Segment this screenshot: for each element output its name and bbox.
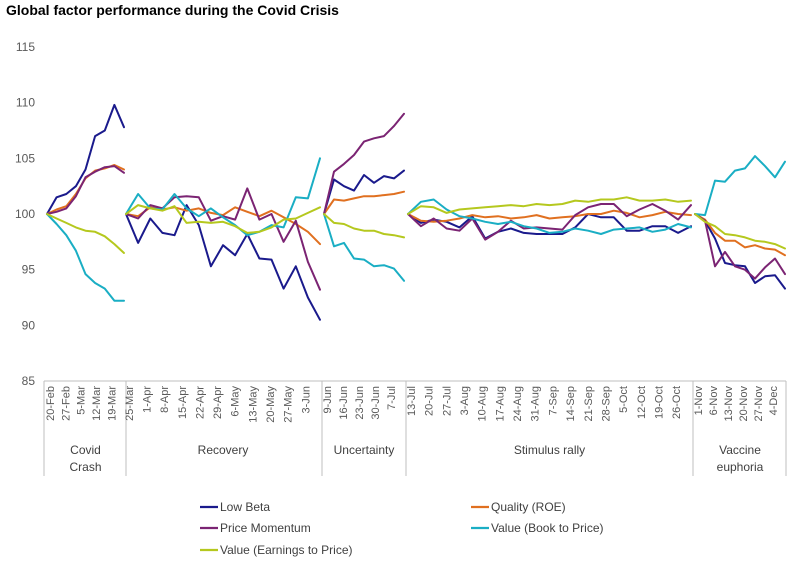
x-tick-label: 5-Mar (76, 386, 88, 415)
x-tick-label: 27-Feb (60, 386, 72, 421)
series-line-quality-roe-period-3 (323, 190, 405, 215)
x-tick-label: 31-Aug (530, 386, 542, 421)
x-tick-label: 20-Nov (738, 386, 750, 422)
series-line-value-ep-period-1 (46, 213, 125, 254)
x-tick-label: 1-Apr (142, 386, 154, 413)
series-line-value-ep-period-5 (694, 213, 786, 250)
x-tick-label: 27-Nov (753, 386, 765, 422)
x-tick-label: 12-Oct (636, 386, 648, 419)
series-line-value-bp-period-5 (694, 155, 786, 217)
y-tick-label: 105 (15, 151, 35, 165)
series-line-price-momentum-period-3 (323, 112, 405, 215)
series-line-value-bp-period-1 (46, 213, 125, 302)
series-line-value-bp-period-4 (407, 198, 692, 235)
x-tick-label: 3-Jun (300, 386, 312, 414)
x-tick-label: 14-Sep (565, 386, 577, 421)
x-tick-label: 6-Nov (708, 386, 720, 416)
x-tick-label: 20-Feb (45, 386, 57, 421)
period-label: Recovery (198, 443, 249, 457)
series-line-quality-roe-period-4 (407, 209, 692, 223)
series-line-low-beta-period-5 (694, 213, 786, 290)
x-tick-label: 7-Jul (386, 386, 398, 410)
period-label: euphoria (717, 460, 764, 474)
y-tick-label: 110 (16, 96, 35, 110)
y-tick-label: 90 (22, 318, 36, 332)
legend-label-value-bp: Value (Book to Price) (491, 521, 604, 535)
series-line-price-momentum-period-1 (46, 165, 125, 215)
period-label: Uncertainty (334, 443, 395, 457)
x-tick-label: 4-Dec (768, 386, 780, 416)
x-tick-label: 21-Sep (583, 386, 595, 421)
x-tick-label: 10-Aug (477, 386, 489, 421)
series-line-price-momentum-period-5 (694, 213, 786, 280)
x-tick-label: 29-Apr (212, 386, 224, 419)
x-tick-label: 20-Jul (424, 386, 436, 416)
legend-label-low-beta: Low Beta (220, 500, 270, 514)
period-label: Vaccine (719, 443, 761, 457)
x-tick-label: 19-Oct (654, 386, 666, 419)
series-line-value-bp-period-3 (323, 213, 405, 282)
series-line-quality-roe-period-1 (46, 164, 125, 215)
x-tick-label: 20-May (265, 386, 277, 423)
y-tick-label: 100 (15, 207, 35, 221)
series-line-low-beta-period-2 (125, 204, 321, 321)
x-tick-label: 6-May (230, 386, 242, 417)
legend-label-quality-roe: Quality (ROE) (491, 500, 566, 514)
y-axis-ticks: 85 90 95 100 105 110 115 (15, 40, 35, 388)
x-axis-ticks: 20-Feb 27-Feb 5-Mar 12-Mar 19-Mar 25-Mar 1-Apr… (45, 386, 780, 423)
legend: Low Beta Quality (ROE) Price Momentum Value… (200, 500, 604, 557)
x-tick-label: 1-Nov (693, 386, 705, 416)
series-lines (46, 103, 786, 321)
x-tick-label: 26-Oct (671, 386, 683, 419)
y-tick-label: 115 (16, 40, 35, 54)
period-labels: Covid Crash Recovery Uncertainty Stimulus ra… (69, 443, 763, 474)
x-tick-label: 27-Jul (441, 386, 453, 416)
x-tick-label: 9-Jun (322, 386, 334, 414)
series-line-value-ep-period-3 (323, 213, 405, 239)
y-tick-label: 95 (22, 263, 36, 277)
x-tick-label: 25-Mar (124, 386, 136, 421)
x-tick-label: 17-Aug (494, 386, 506, 421)
x-tick-label: 28-Sep (600, 386, 612, 421)
x-tick-label: 8-Apr (159, 386, 171, 413)
x-tick-label: 3-Aug (459, 386, 471, 415)
x-tick-label: 23-Jun (354, 386, 366, 420)
series-line-low-beta-period-3 (323, 169, 405, 215)
x-tick-label: 19-Mar (107, 386, 119, 421)
series-line-quality-roe-period-5 (694, 213, 786, 257)
series-line-low-beta-period-1 (46, 103, 125, 215)
x-tick-label: 24-Aug (512, 386, 524, 421)
x-tick-label: 7-Sep (547, 386, 559, 415)
period-label: Stimulus rally (514, 443, 585, 457)
x-tick-label: 12-Mar (91, 386, 103, 421)
x-tick-label: 5-Oct (618, 386, 630, 413)
x-tick-label: 30-Jun (370, 386, 382, 420)
chart-title: Global factor performance during the Cov… (6, 2, 339, 18)
series-line-price-momentum-period-4 (407, 203, 692, 241)
x-tick-label: 16-Jun (338, 386, 350, 420)
y-tick-label: 85 (22, 374, 36, 388)
legend-label-value-ep: Value (Earnings to Price) (220, 543, 353, 557)
x-tick-label: 15-Apr (177, 386, 189, 419)
x-tick-label: 13-May (247, 386, 259, 423)
x-tick-label: 13-Nov (723, 386, 735, 422)
x-tick-label: 13-Jul (406, 386, 418, 416)
series-line-value-ep-period-4 (407, 196, 692, 215)
period-label: Covid (70, 443, 101, 457)
series-line-value-ep-period-2 (125, 204, 321, 234)
x-tick-label: 27-May (283, 386, 295, 423)
period-label: Crash (69, 460, 101, 474)
legend-label-price-momentum: Price Momentum (220, 521, 311, 535)
x-tick-label: 22-Apr (194, 386, 206, 419)
x-axis (43, 380, 787, 476)
